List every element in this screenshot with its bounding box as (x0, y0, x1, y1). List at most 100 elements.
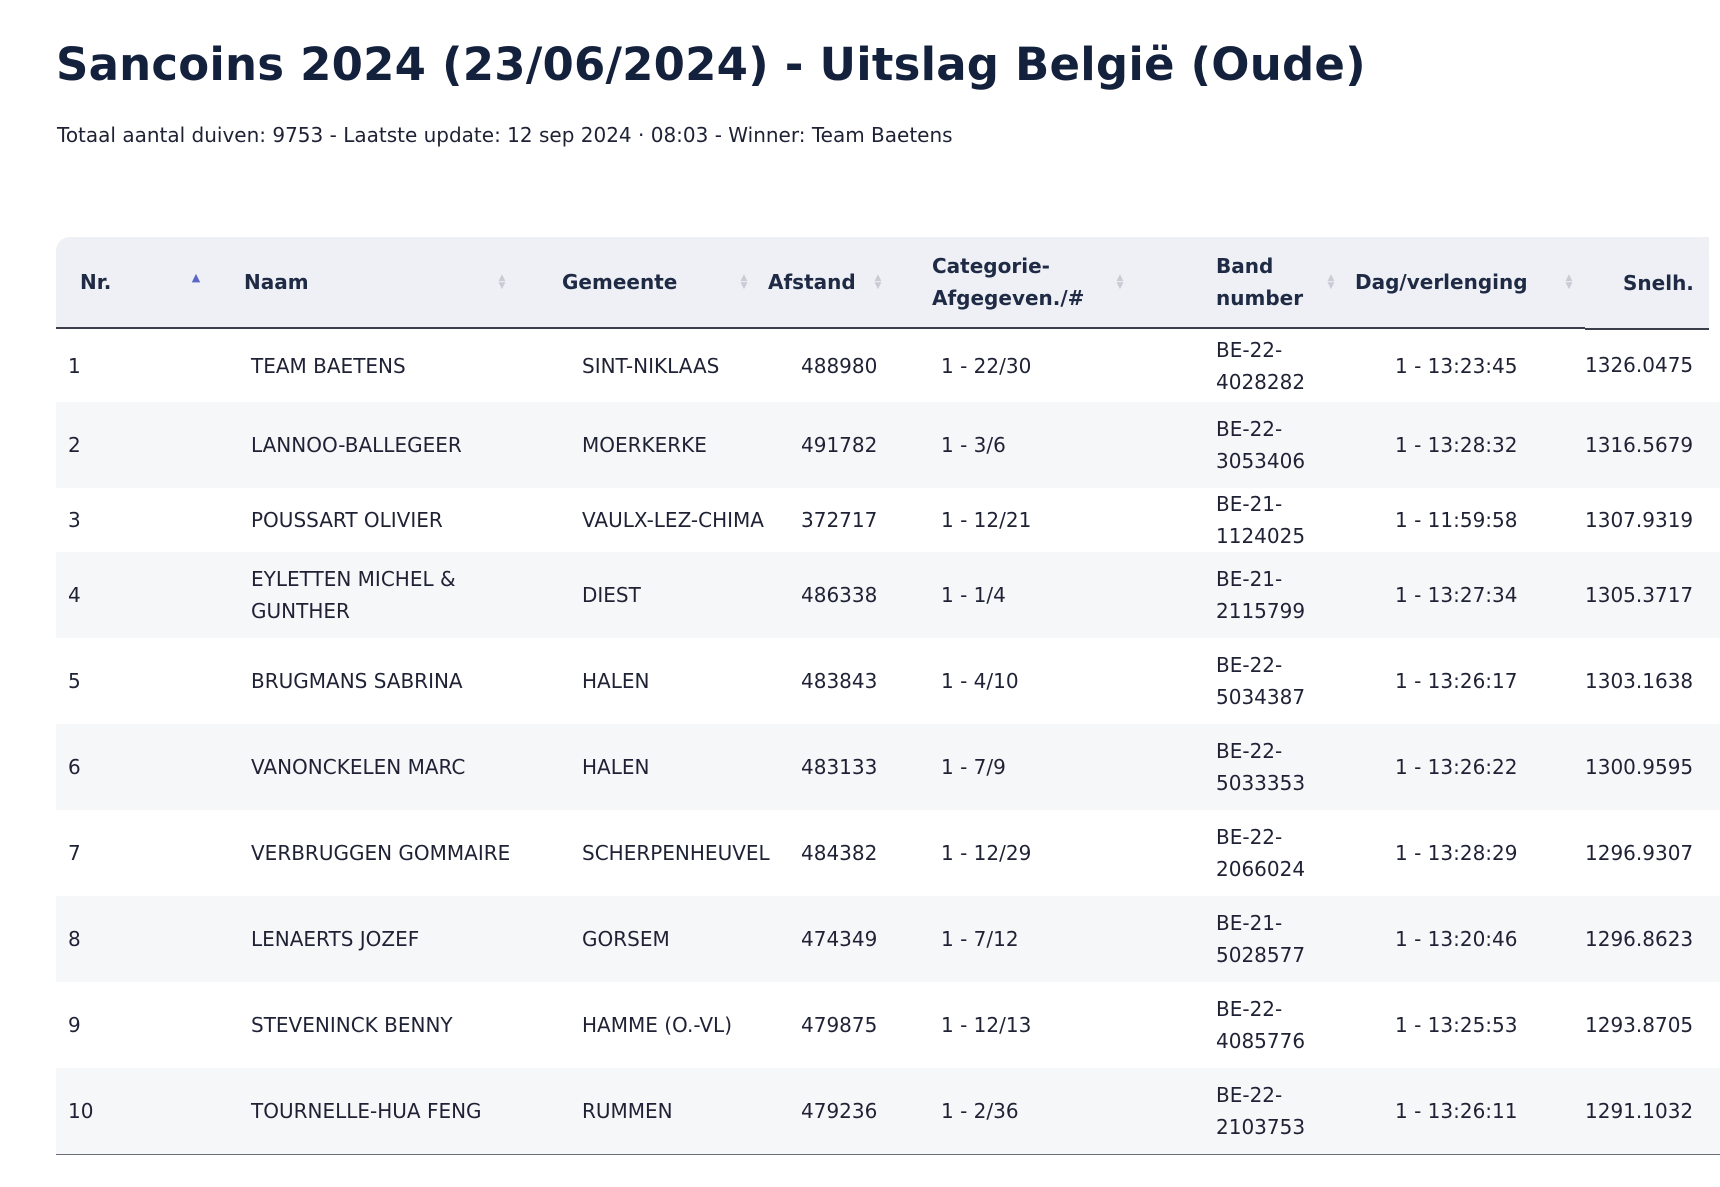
sort-ascending-icon: ▲▼ (191, 271, 201, 284)
sort-icon: ▲ ▼ (740, 273, 748, 291)
column-header-label: Categorie-Afgegeven./# (932, 254, 1085, 310)
cell-afstand: 486338 (766, 552, 911, 638)
cell-dag: 1 - 11:59:58 (1353, 488, 1585, 552)
cell-categorie: 1 - 4/10 (911, 638, 1181, 724)
cell-nr: 6 (56, 724, 223, 810)
cell-gemeente: SINT-NIKLAAS (523, 328, 766, 402)
table-row[interactable]: 3 POUSSART OLIVIER VAULX-LEZ-CHIMA 372717 1 … (56, 488, 1720, 552)
column-header-nr[interactable]: Nr. ▲▼ (56, 237, 223, 329)
cell-snelh: 1303.1638 (1585, 638, 1720, 724)
column-header-band[interactable]: Band number ▲ ▼ (1181, 237, 1353, 329)
table-row[interactable]: 2 LANNOO-BALLEGEER MOERKERKE 491782 1 - 3/6 B… (56, 402, 1720, 488)
cell-band: BE-21-1124025 (1181, 488, 1353, 552)
column-header-label: Nr. (80, 270, 112, 294)
cell-dag: 1 - 13:25:53 (1353, 982, 1585, 1068)
table-row[interactable]: 4 EYLETTEN MICHEL & GUNTHER DIEST 486338 1 -… (56, 552, 1720, 638)
cell-naam: LANNOO-BALLEGEER (223, 402, 523, 488)
column-header-dag[interactable]: Dag/verlenging ▲ ▼ (1353, 237, 1585, 329)
cell-gemeente: DIEST (523, 552, 766, 638)
table-row[interactable]: 7 VERBRUGGEN GOMMAIRE SCHERPENHEUVEL 484382… (56, 810, 1720, 896)
cell-gemeente: HALEN (523, 724, 766, 810)
cell-dag: 1 - 13:28:32 (1353, 402, 1585, 488)
cell-band: BE-22- 5034387 (1181, 638, 1353, 724)
cell-naam: LENAERTS JOZEF (223, 896, 523, 982)
cell-afstand: 483843 (766, 638, 911, 724)
cell-naam: POUSSART OLIVIER (223, 488, 523, 552)
cell-gemeente: RUMMEN (523, 1068, 766, 1155)
sort-icon: ▲ ▼ (498, 273, 506, 291)
cell-categorie: 1 - 1/4 (911, 552, 1181, 638)
results-table: Nr.▲▼Naam▲▼Gemeente▲▼Afstand▲▼Categorie-… (56, 237, 1720, 1155)
table-row[interactable]: 6 VANONCKELEN MARC HALEN 483133 1 - 7/9 BE-22… (56, 724, 1720, 810)
table-row[interactable]: 8 LENAERTS JOZEF GORSEM 474349 1 - 7/12 BE-21… (56, 896, 1720, 982)
table-row[interactable]: 10 TOURNELLE-HUA FENG RUMMEN 479236 1 - 2/36… (56, 1068, 1720, 1155)
cell-nr: 1 (56, 328, 223, 402)
cell-naam: VERBRUGGEN GOMMAIRE (223, 810, 523, 896)
cell-snelh: 1316.5679 (1585, 402, 1720, 488)
cell-afstand: 483133 (766, 724, 911, 810)
cell-naam: EYLETTEN MICHEL & GUNTHER (223, 552, 523, 638)
cell-categorie: 1 - 12/29 (911, 810, 1181, 896)
column-header-snelh[interactable]: Snelh.▲▼ (1585, 237, 1720, 330)
cell-afstand: 479875 (766, 982, 911, 1068)
cell-band: BE-22- 5033353 (1181, 724, 1353, 810)
column-header-label: Dag/verlenging (1355, 270, 1528, 294)
cell-naam: BRUGMANS SABRINA (223, 638, 523, 724)
cell-afstand: 488980 (766, 328, 911, 402)
cell-categorie: 1 - 7/9 (911, 724, 1181, 810)
cell-nr: 8 (56, 896, 223, 982)
table-row[interactable]: 1 TEAM BAETENS SINT-NIKLAAS 488980 1 - 22/30… (56, 328, 1720, 402)
cell-nr: 9 (56, 982, 223, 1068)
cell-snelh: 1307.9319 (1585, 488, 1720, 552)
cell-categorie: 1 - 12/21 (911, 488, 1181, 552)
column-header-afstand[interactable]: Afstand ▲ ▼ (766, 237, 911, 329)
column-header-label: Gemeente (562, 270, 678, 294)
column-header-label: Band number (1216, 254, 1304, 310)
table-row[interactable]: 9 STEVENINCK BENNY HAMME (O.-VL) 479875 1 - … (56, 982, 1720, 1068)
page-title: Sancoins 2024 (23/06/2024) - Uitslag Bel… (56, 38, 1366, 91)
cell-snelh: 1296.9307 (1585, 810, 1720, 896)
cell-band: BE-22- 2066024 (1181, 810, 1353, 896)
cell-naam: TOURNELLE-HUA FENG (223, 1068, 523, 1155)
cell-snelh: 1293.8705 (1585, 982, 1720, 1068)
cell-gemeente: SCHERPENHEUVEL (523, 810, 770, 896)
sort-icon: ▲ ▼ (1116, 273, 1124, 291)
cell-snelh: 1296.8623 (1585, 896, 1720, 982)
cell-nr: 2 (56, 402, 223, 488)
cell-afstand: 372717 (766, 488, 911, 552)
table-header-row: Nr.▲▼Naam▲▼Gemeente▲▼Afstand▲▼Categorie-… (56, 237, 1720, 330)
cell-dag: 1 - 13:23:45 (1353, 328, 1585, 402)
column-header-naam[interactable]: Naam ▲ ▼ (223, 237, 523, 329)
column-header-gemeente[interactable]: Gemeente ▲ ▼ (523, 237, 766, 329)
cell-band: BE-22- 4028282 (1181, 328, 1353, 402)
cell-snelh: 1305.3717 (1585, 552, 1720, 638)
cell-naam: STEVENINCK BENNY (223, 982, 523, 1068)
cell-gemeente: HAMME (O.-VL) (523, 982, 766, 1068)
column-header-label: Snelh. (1623, 270, 1694, 295)
cell-nr: 10 (56, 1068, 223, 1155)
table-row[interactable]: 5 BRUGMANS SABRINA HALEN 483843 1 - 4/10 BE-2… (56, 638, 1720, 724)
sort-icon: ▲ ▼ (1565, 273, 1573, 291)
cell-dag: 1 - 13:26:11 (1353, 1068, 1585, 1155)
cell-snelh: 1300.9595 (1585, 724, 1720, 810)
cell-categorie: 1 - 12/13 (911, 982, 1181, 1068)
cell-band: BE-21- 5028577 (1181, 896, 1353, 982)
cell-snelh: 1326.0475 (1585, 328, 1720, 402)
page-subtitle: Totaal aantal duiven: 9753 - Laatste upd… (57, 123, 953, 147)
cell-snelh: 1291.1032 (1585, 1068, 1720, 1155)
cell-nr: 7 (56, 810, 223, 896)
cell-dag: 1 - 13:27:34 (1353, 552, 1585, 638)
cell-naam: VANONCKELEN MARC (223, 724, 523, 810)
cell-categorie: 1 - 7/12 (911, 896, 1181, 982)
cell-naam: TEAM BAETENS (223, 328, 523, 402)
column-header-label: Naam (244, 270, 309, 294)
cell-gemeente: VAULX-LEZ-CHIMA (523, 488, 766, 552)
column-header-categorie[interactable]: Categorie-Afgegeven./# ▲ ▼ (911, 237, 1181, 329)
cell-gemeente: MOERKERKE (523, 402, 766, 488)
cell-gemeente: GORSEM (523, 896, 766, 982)
table-body: 1 TEAM BAETENS SINT-NIKLAAS 488980 1 - 22/30… (56, 328, 1720, 1155)
cell-band: BE-22- 4085776 (1181, 982, 1353, 1068)
cell-afstand: 479236 (766, 1068, 911, 1155)
cell-dag: 1 - 13:26:17 (1353, 638, 1585, 724)
